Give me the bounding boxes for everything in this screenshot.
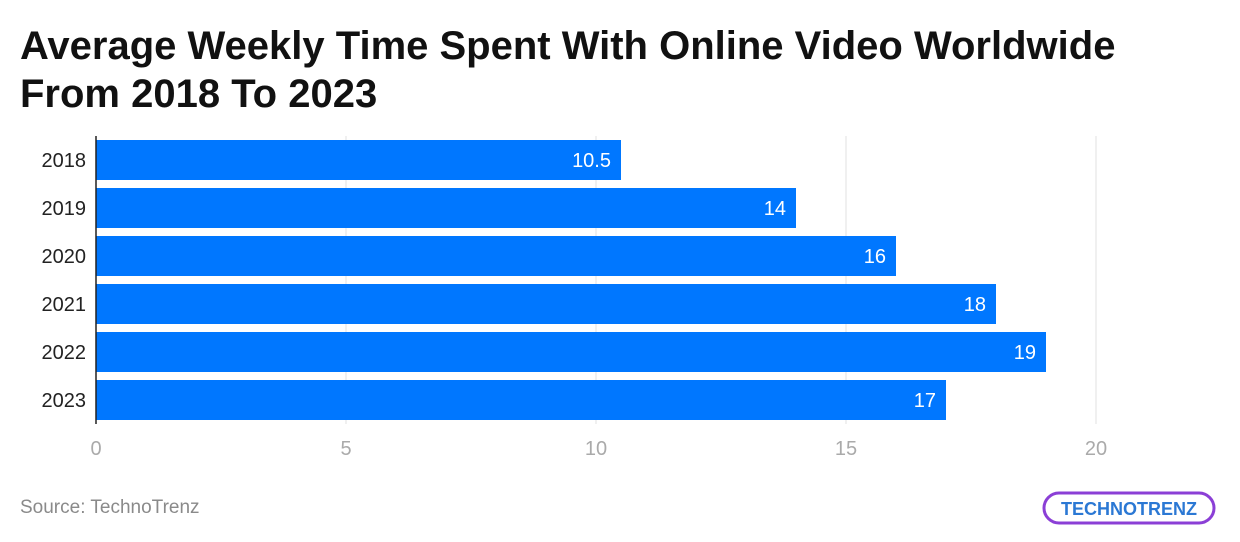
x-tick-label: 0 [90, 438, 101, 460]
category-label: 2022 [42, 342, 87, 364]
category-label: 2020 [42, 246, 87, 268]
source-note: Source: TechnoTrenz [20, 497, 200, 518]
technotrenz-logo: TECHNOTRENZ [1042, 490, 1216, 531]
bar-value-label: 14 [764, 198, 786, 220]
x-tick-label: 20 [1085, 438, 1107, 460]
chart-title: Average Weekly Time Spent With Online Vi… [20, 24, 1116, 116]
bar-2019 [96, 188, 796, 228]
bar-value-label: 19 [1014, 342, 1036, 364]
bar-2021 [96, 284, 996, 324]
bar-value-label: 16 [864, 246, 886, 268]
grid-layer [345, 136, 1097, 424]
x-axis-ticks: 0 5 10 15 20 [90, 438, 1107, 460]
bar-2018 [96, 140, 621, 180]
x-tick-label: 15 [835, 438, 857, 460]
category-label: 2021 [42, 294, 87, 316]
bar-2020 [96, 236, 896, 276]
category-label: 2018 [42, 150, 87, 172]
bar-2023 [96, 380, 946, 420]
category-labels: 2018 2019 2020 2021 2022 2023 [42, 150, 87, 412]
x-tick-label: 5 [340, 438, 351, 460]
logo-wordmark: TECHNOTRENZ [1061, 499, 1197, 519]
bar-layer: 10.5 14 16 18 19 17 [96, 140, 1046, 420]
category-label: 2019 [42, 198, 87, 220]
x-tick-label: 10 [585, 438, 607, 460]
bar-value-label: 10.5 [572, 150, 611, 172]
category-label: 2023 [42, 390, 87, 412]
bar-value-label: 18 [964, 294, 986, 316]
bar-2022 [96, 332, 1046, 372]
bar-value-label: 17 [914, 390, 936, 412]
